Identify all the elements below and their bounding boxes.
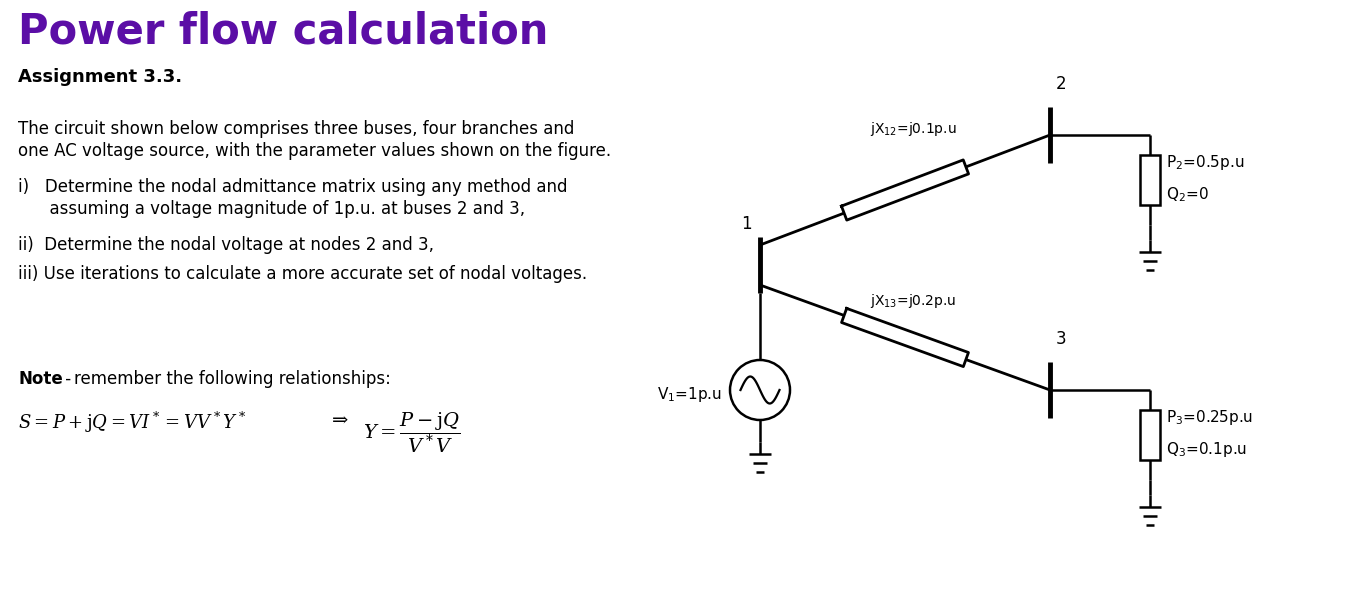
Text: assuming a voltage magnitude of 1p.u. at buses 2 and 3,: assuming a voltage magnitude of 1p.u. at… bbox=[18, 200, 526, 218]
Text: $S = P + \mathrm{j}Q = VI^* = VV^*Y^*$: $S = P + \mathrm{j}Q = VI^* = VV^*Y^*$ bbox=[18, 410, 246, 435]
Text: $Y = \dfrac{P - \mathrm{j}Q}{V^*V}$: $Y = \dfrac{P - \mathrm{j}Q}{V^*V}$ bbox=[363, 410, 461, 455]
Text: V$_1$=1p.u: V$_1$=1p.u bbox=[657, 386, 721, 405]
Text: jX$_{12}$=j0.1p.u: jX$_{12}$=j0.1p.u bbox=[870, 120, 957, 138]
Text: Power flow calculation: Power flow calculation bbox=[18, 10, 549, 52]
Bar bbox=[1140, 155, 1161, 205]
Text: i)   Determine the nodal admittance matrix using any method and: i) Determine the nodal admittance matrix… bbox=[18, 178, 567, 196]
Text: one AC voltage source, with the parameter values shown on the figure.: one AC voltage source, with the paramete… bbox=[18, 142, 611, 160]
Text: Note: Note bbox=[18, 370, 62, 388]
Text: ii)  Determine the nodal voltage at nodes 2 and 3,: ii) Determine the nodal voltage at nodes… bbox=[18, 236, 434, 254]
Text: 1: 1 bbox=[742, 215, 753, 233]
Text: 2: 2 bbox=[1056, 75, 1067, 93]
Text: 3: 3 bbox=[1056, 330, 1067, 348]
Text: Q$_3$=0.1p.u: Q$_3$=0.1p.u bbox=[1166, 440, 1247, 459]
Text: remember the following relationships:: remember the following relationships: bbox=[74, 370, 390, 388]
Text: P$_3$=0.25p.u: P$_3$=0.25p.u bbox=[1166, 408, 1254, 427]
Text: Assignment 3.3.: Assignment 3.3. bbox=[18, 68, 182, 86]
Text: -: - bbox=[59, 370, 77, 388]
Text: iii) Use iterations to calculate a more accurate set of nodal voltages.: iii) Use iterations to calculate a more … bbox=[18, 265, 588, 283]
Text: P$_2$=0.5p.u: P$_2$=0.5p.u bbox=[1166, 153, 1244, 172]
Text: $\Rightarrow$: $\Rightarrow$ bbox=[328, 410, 350, 429]
Text: The circuit shown below comprises three buses, four branches and: The circuit shown below comprises three … bbox=[18, 120, 574, 138]
Text: jX$_{13}$=j0.2p.u: jX$_{13}$=j0.2p.u bbox=[870, 292, 957, 310]
Bar bbox=[1140, 410, 1161, 460]
Text: Q$_2$=0: Q$_2$=0 bbox=[1166, 185, 1209, 204]
